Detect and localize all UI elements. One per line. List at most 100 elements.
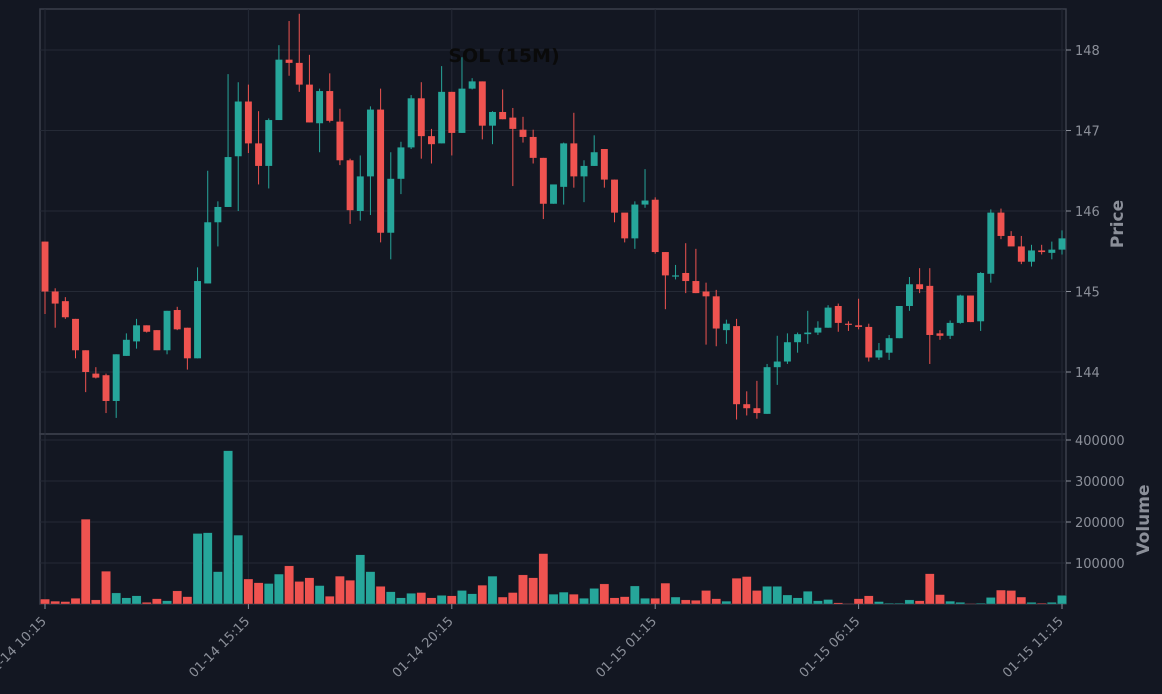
candle-99 [1048, 241, 1056, 260]
candle-body-8 [122, 339, 130, 356]
volume-bar-96 [1016, 596, 1027, 605]
candle-body-91 [967, 295, 974, 323]
candle-body-26 [305, 84, 313, 123]
volume-bar-20 [243, 578, 254, 605]
candle-body-27 [316, 91, 324, 124]
candle-39 [438, 66, 446, 144]
candle-54 [590, 135, 598, 166]
candle-body-87 [926, 285, 934, 335]
candle-5 [92, 367, 100, 379]
volume-bar-82 [874, 601, 884, 605]
volume-bar-59 [640, 598, 650, 605]
volume-bar-58 [630, 585, 640, 605]
candle-95 [1007, 231, 1015, 247]
volume-bar-85 [904, 599, 915, 605]
volume-bar-79 [843, 603, 854, 605]
volume-bar-27 [314, 585, 325, 605]
volume-bar-46 [508, 592, 518, 605]
candle-37 [417, 82, 425, 159]
candle-body-61 [661, 252, 669, 276]
candle-body-45 [499, 111, 507, 120]
candle-11 [153, 330, 161, 351]
candle-body-4 [82, 350, 90, 372]
candle-88 [936, 330, 944, 340]
candle-body-78 [834, 305, 842, 323]
volume-bar-60 [650, 598, 660, 605]
candle-body-64 [692, 281, 700, 294]
candle-52 [570, 112, 578, 188]
volume-bar-41 [457, 590, 467, 605]
candle-body-76 [814, 327, 822, 333]
candle-body-72 [773, 361, 781, 368]
candle-89 [946, 320, 954, 339]
candle-79 [844, 321, 852, 331]
volume-bar-83 [884, 603, 894, 605]
candle-42 [468, 78, 476, 90]
price-y-ticks: 144 145 146 147 148 [1066, 44, 1100, 381]
candle-61 [661, 252, 669, 310]
candle-92 [977, 272, 985, 331]
candle-body-71 [763, 367, 771, 414]
volume-bar-9 [131, 595, 142, 605]
volume-bar-39 [436, 595, 447, 605]
volume-bar-63 [680, 599, 691, 605]
candle-body-41 [458, 88, 466, 133]
candle-body-60 [651, 199, 659, 253]
candle-body-88 [936, 333, 944, 336]
volume-bar-11 [152, 598, 162, 605]
candle-51 [560, 142, 568, 205]
candle-body-6 [102, 375, 110, 401]
volume-bar-36 [406, 593, 416, 605]
price-tick-label-145: 145 [1075, 286, 1100, 301]
candle-body-34 [387, 178, 395, 233]
candle-body-50 [550, 184, 557, 204]
candle-59 [641, 169, 649, 208]
candle-19 [234, 82, 242, 211]
volume-bar-45 [497, 596, 508, 605]
candle-9 [133, 318, 140, 349]
volume-bar-72 [772, 586, 782, 605]
volume-bar-78 [833, 602, 843, 605]
candle-35 [397, 141, 405, 195]
chart-title: SOL (15M) [448, 45, 559, 67]
candle-body-80 [855, 325, 863, 327]
candle-body-86 [916, 284, 924, 290]
candle-body-12 [163, 310, 171, 351]
candle-body-81 [865, 326, 873, 358]
candle-100 [1058, 230, 1066, 255]
volume-bar-22 [264, 583, 274, 605]
candle-67 [722, 319, 730, 344]
candle-69 [743, 391, 751, 416]
volume-bar-94 [996, 589, 1006, 605]
candle-body-33 [377, 109, 385, 233]
candle-body-96 [1017, 246, 1025, 262]
candle-18 [224, 74, 232, 207]
volume-bar-77 [823, 599, 833, 605]
candle-43 [478, 81, 486, 140]
candle-body-92 [977, 272, 985, 322]
volume-bar-71 [762, 586, 772, 605]
candle-33 [377, 88, 385, 243]
volume-bar-40 [447, 595, 457, 605]
candle-body-43 [478, 81, 486, 126]
volume-bar-28 [325, 596, 335, 605]
candle-86 [916, 268, 924, 294]
candle-body-25 [295, 62, 303, 85]
volume-bar-49 [538, 553, 549, 605]
candle-25 [295, 13, 303, 92]
candle-body-74 [794, 334, 802, 343]
candle-body-9 [133, 325, 140, 342]
candle-body-46 [509, 117, 517, 129]
candle-body-85 [905, 284, 913, 306]
candle-body-47 [519, 129, 527, 137]
candle-84 [895, 305, 903, 339]
volume-bar-12 [162, 600, 172, 605]
candle-body-69 [743, 404, 751, 409]
volume-bar-47 [518, 574, 528, 605]
candle-27 [316, 88, 324, 153]
candle-82 [875, 343, 883, 360]
volume-bar-31 [355, 554, 365, 605]
volume-bar-80 [853, 598, 864, 605]
volume-axis-label: Volume [1134, 484, 1154, 555]
candle-body-48 [529, 136, 537, 158]
